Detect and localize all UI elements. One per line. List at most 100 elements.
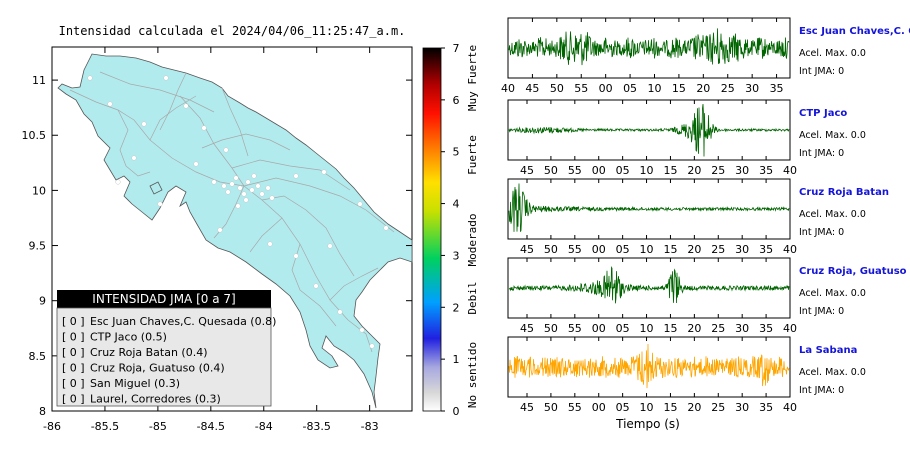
station-name: Cruz Roja, Guatuso bbox=[799, 266, 907, 277]
station-jma: Int JMA: 0 bbox=[799, 385, 844, 396]
legend-rows: [ 0 ] Esc Juan Chaves,C. Quesada (0.8) [ 0… bbox=[62, 315, 276, 406]
waveform-panel: 45 50 55 00 05 10 15 20 25 30 35 40 CTP Jaco Acel. Ma… bbox=[507, 99, 866, 177]
lat-tick-label: 8 bbox=[39, 405, 46, 418]
colorbar-tick-label: 4 bbox=[453, 198, 460, 211]
time-tick-label: 50 bbox=[544, 164, 558, 177]
colorbar-tick-label: 3 bbox=[453, 249, 460, 262]
legend-row-label: Cruz Roja Batan (0.4) bbox=[90, 346, 208, 359]
time-tick-label: 00 bbox=[592, 322, 606, 335]
time-tick-label: 20 bbox=[687, 322, 701, 335]
colorbar-level-label: Moderado bbox=[466, 214, 479, 267]
time-tick-label: 40 bbox=[501, 82, 515, 95]
time-tick-label: 20 bbox=[696, 82, 710, 95]
time-tick-label: 25 bbox=[711, 401, 725, 414]
waveform-panel: 45 50 55 00 05 10 15 20 25 30 35 40 La Sabana Acel. M… bbox=[507, 336, 866, 414]
legend-body bbox=[56, 307, 272, 407]
time-tick-label: 15 bbox=[672, 82, 686, 95]
waveform-trace bbox=[508, 103, 790, 157]
time-tick-label: 40 bbox=[783, 322, 797, 335]
time-tick-label: 40 bbox=[783, 401, 797, 414]
waveform-trace bbox=[508, 183, 790, 232]
time-tick-label: 10 bbox=[647, 82, 661, 95]
waveform-panel: 45 50 55 00 05 10 15 20 25 30 35 40 Cruz Roja, Guatu… bbox=[507, 257, 907, 335]
lon-tick-label: -85 bbox=[149, 420, 167, 433]
time-tick-label: 10 bbox=[640, 164, 654, 177]
legend-row-label: Laurel, Corredores (0.3) bbox=[90, 393, 221, 406]
time-tick-label: 20 bbox=[687, 401, 701, 414]
lat-tick-label: 9 bbox=[39, 295, 46, 308]
lon-tick-label: -84 bbox=[255, 420, 273, 433]
intensity-legend: INTENSIDAD JMA [0 a 7] [ 0 ] Esc Juan Cha… bbox=[56, 290, 276, 407]
time-tick-label: 05 bbox=[616, 164, 630, 177]
station-accel: Acel. Max. 0.0 bbox=[799, 367, 866, 378]
colorbar-tick-label: 7 bbox=[453, 42, 460, 55]
lat-tick-label: 9.5 bbox=[29, 240, 47, 253]
time-tick-label: 45 bbox=[520, 243, 534, 256]
time-tick-label: 15 bbox=[663, 401, 677, 414]
time-tick-label: 30 bbox=[745, 82, 759, 95]
lon-tick-label: -86 bbox=[43, 420, 61, 433]
time-tick-label: 50 bbox=[544, 401, 558, 414]
waveform-trace bbox=[508, 266, 790, 304]
time-tick-label: 20 bbox=[687, 164, 701, 177]
station-accel: Acel. Max. 0.0 bbox=[799, 130, 866, 141]
waveform-frame bbox=[507, 257, 791, 319]
intensity-colorbar: 7 6 5 4 3 2 1 0 Muy Fuerte Fuerte Moderado Debil No… bbox=[422, 42, 479, 418]
legend-row-value: [ 0 ] bbox=[62, 362, 85, 375]
colorbar-labels: Muy Fuerte Fuerte Moderado Debil No sentido bbox=[466, 45, 479, 408]
legend-row-value: [ 0 ] bbox=[62, 346, 85, 359]
time-tick-label: 55 bbox=[574, 82, 588, 95]
legend-row-value: [ 0 ] bbox=[62, 331, 85, 344]
time-tick-label: 50 bbox=[550, 82, 564, 95]
time-tick-label: 05 bbox=[616, 322, 630, 335]
station-name: Esc Juan Chaves,C. Qu bbox=[799, 26, 910, 37]
colorbar-level-label: No sentido bbox=[466, 342, 479, 408]
costa-rica-landmass bbox=[57, 53, 413, 409]
time-tick-label: 00 bbox=[592, 243, 606, 256]
time-tick-label: 20 bbox=[687, 243, 701, 256]
colorbar-level-label: Muy Fuerte bbox=[466, 45, 479, 111]
station-name: La Sabana bbox=[799, 345, 857, 356]
colorbar-scale bbox=[422, 47, 442, 412]
time-tick-label: 40 bbox=[783, 243, 797, 256]
colorbar-tick-label: 0 bbox=[453, 405, 460, 418]
time-tick-label: 30 bbox=[735, 401, 749, 414]
colorbar-tick-label: 1 bbox=[453, 353, 460, 366]
time-tick-label: 25 bbox=[711, 164, 725, 177]
colorbar-tick-label: 5 bbox=[453, 146, 460, 159]
legend-row-value: [ 0 ] bbox=[62, 393, 85, 406]
time-tick-label: 25 bbox=[711, 322, 725, 335]
time-tick-label: 45 bbox=[520, 164, 534, 177]
time-tick-label: 15 bbox=[663, 322, 677, 335]
colorbar-level-label: Debil bbox=[466, 281, 479, 314]
time-tick-label: 35 bbox=[770, 82, 784, 95]
station-jma: Int JMA: 0 bbox=[799, 306, 844, 317]
time-tick-label: 55 bbox=[568, 164, 582, 177]
waveform-trace bbox=[508, 343, 790, 389]
legend-row-label: CTP Jaco (0.5) bbox=[90, 331, 167, 344]
legend-row-label: Esc Juan Chaves,C. Quesada (0.8) bbox=[90, 315, 276, 328]
time-tick-label: 35 bbox=[759, 401, 773, 414]
legend-title: INTENSIDAD JMA [0 a 7] bbox=[92, 292, 235, 306]
lon-tick-label: -83 bbox=[361, 420, 379, 433]
legend-row-value: [ 0 ] bbox=[62, 377, 85, 390]
time-axis-label: Tiempo (s) bbox=[615, 417, 680, 431]
time-tick-label: 55 bbox=[568, 243, 582, 256]
map-axis-ticks: 11 10.5 10 9.5 9 8.5 8 -86 -85.5 -85 -84.5 -84 -83.5… bbox=[22, 47, 412, 433]
time-tick-label: 30 bbox=[735, 322, 749, 335]
time-tick-label: 30 bbox=[735, 243, 749, 256]
time-tick-label: 30 bbox=[735, 164, 749, 177]
colorbar-ticks: 7 6 5 4 3 2 1 0 bbox=[441, 42, 460, 418]
map-title: Intensidad calculada el 2024/04/06_11:25… bbox=[59, 24, 406, 38]
station-name: Cruz Roja Batan bbox=[799, 187, 889, 198]
time-tick-label: 00 bbox=[592, 164, 606, 177]
time-tick-label: 25 bbox=[711, 243, 725, 256]
lon-tick-label: -83.5 bbox=[302, 420, 330, 433]
time-tick-label: 00 bbox=[592, 401, 606, 414]
nicoya-gulf-island bbox=[149, 181, 163, 195]
time-tick-label: 40 bbox=[783, 164, 797, 177]
time-tick-label: 10 bbox=[640, 401, 654, 414]
lat-tick-label: 8.5 bbox=[29, 350, 47, 363]
station-jma: Int JMA: 0 bbox=[799, 148, 844, 159]
time-tick-label: 45 bbox=[520, 401, 534, 414]
